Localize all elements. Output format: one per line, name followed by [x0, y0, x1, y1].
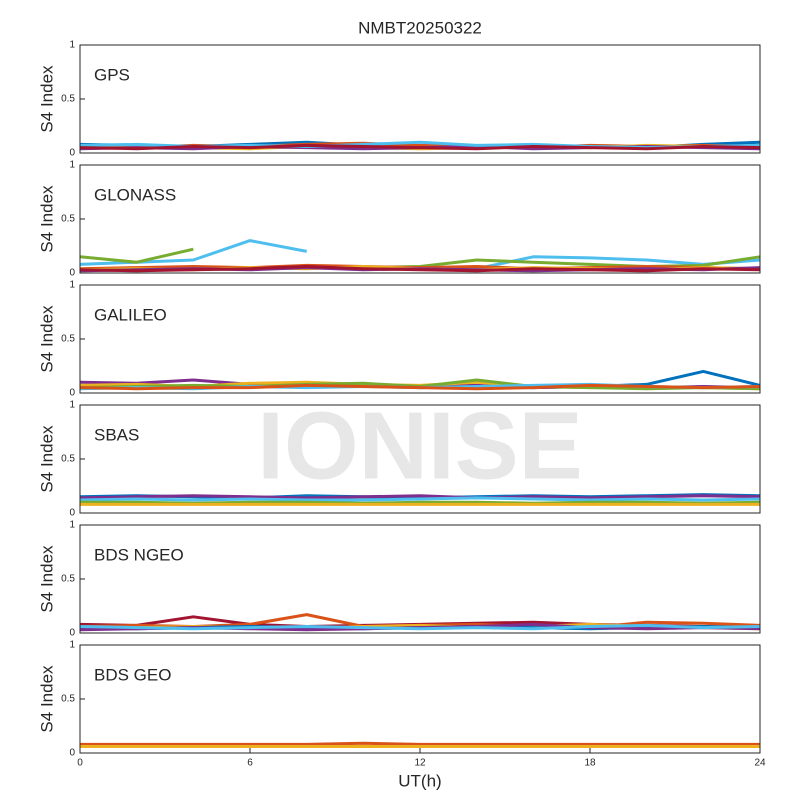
data-line: [79, 623, 761, 631]
y-tick-label: 1: [69, 280, 75, 291]
data-line: [79, 496, 761, 502]
x-tick-label: 12: [414, 758, 426, 769]
y-tick-label: 1: [69, 160, 75, 171]
panel-label: GALILEO: [94, 305, 167, 324]
y-tick-label: 0: [69, 148, 75, 159]
plot-area: [80, 45, 760, 153]
y-tick-label: 0: [69, 388, 75, 399]
y-tick-label: 0.5: [61, 214, 75, 225]
data-line: [79, 265, 761, 273]
plot-area: [80, 645, 760, 753]
data-line: [80, 741, 760, 746]
x-tick-label: 6: [247, 758, 253, 769]
data-line: [79, 143, 761, 151]
y-axis-label: S4 Index: [37, 425, 56, 493]
plot-area: [80, 165, 760, 273]
watermark: IONISE: [257, 392, 582, 499]
y-tick-label: 0.5: [61, 334, 75, 345]
y-tick-label: 0: [69, 508, 75, 519]
y-axis-label: S4 Index: [37, 185, 56, 253]
y-tick-label: 0: [69, 628, 75, 639]
y-axis-label: S4 Index: [37, 305, 56, 373]
y-tick-label: 1: [69, 640, 75, 651]
panel-label: BDS GEO: [94, 665, 171, 684]
y-tick-label: 0: [69, 268, 75, 279]
y-tick-label: 0.5: [61, 694, 75, 705]
plot-area: [80, 525, 760, 633]
panel-label: GLONASS: [94, 185, 176, 204]
y-axis-label: S4 Index: [37, 665, 56, 733]
panel-label: SBAS: [94, 425, 139, 444]
x-tick-label: 18: [584, 758, 596, 769]
x-axis-label: UT(h): [398, 771, 441, 790]
data-line: [79, 494, 761, 500]
x-tick-label: 24: [754, 758, 766, 769]
panel-label: BDS NGEO: [94, 545, 184, 564]
chart-title: NMBT20250322: [358, 18, 482, 37]
plot-area: [80, 285, 760, 393]
y-axis-label: S4 Index: [37, 65, 56, 133]
data-line: [79, 383, 761, 391]
panel-label: GPS: [94, 65, 130, 84]
y-tick-label: 1: [69, 40, 75, 51]
y-axis-label: S4 Index: [37, 545, 56, 613]
x-tick-label: 0: [77, 758, 83, 769]
y-tick-label: 0: [69, 748, 75, 759]
y-tick-label: 0.5: [61, 94, 75, 105]
y-tick-label: 0.5: [61, 454, 75, 465]
y-tick-label: 1: [69, 520, 75, 531]
y-tick-label: 0.5: [61, 574, 75, 585]
y-tick-label: 1: [69, 400, 75, 411]
